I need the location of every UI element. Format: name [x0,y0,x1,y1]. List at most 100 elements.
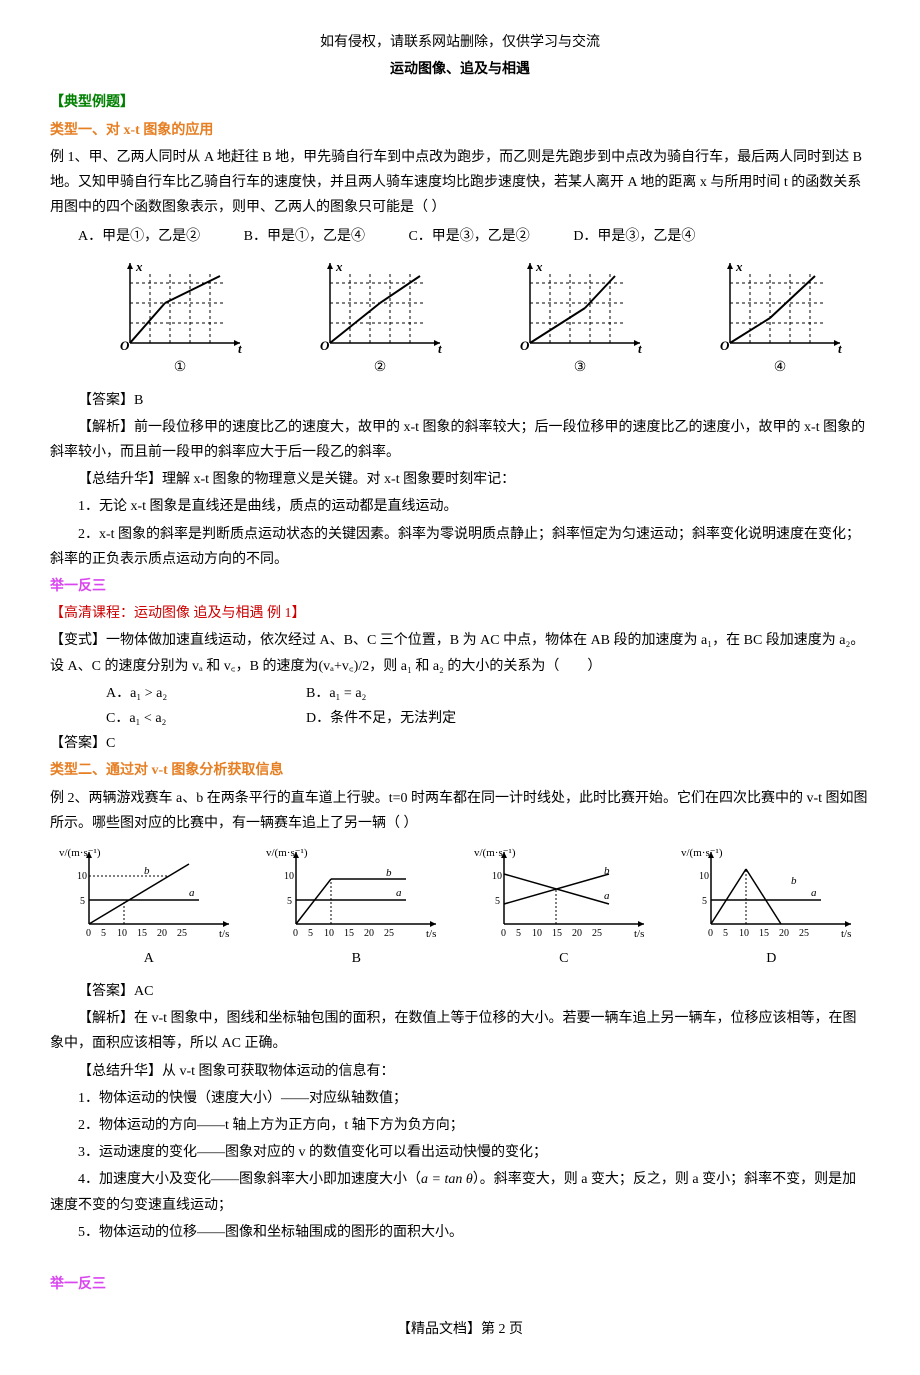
type1-options: A．甲是①，乙是② B．甲是①，乙是④ C．甲是③，乙是② D．甲是③，乙是④ [50,224,870,249]
chart-2: O x t ② [310,258,450,380]
xt-chart-2: O x t [310,258,450,353]
option-a: A．甲是①，乙是② [78,229,200,244]
svg-text:v/(m·s⁻¹): v/(m·s⁻¹) [59,847,101,859]
header-title: 运动图像、追及与相遇 [50,57,870,82]
type1-point2: 2．x-t 图象的斜率是判断质点运动状态的关键因素。斜率为零说明质点静止；斜率恒… [50,522,870,572]
svg-text:5: 5 [516,928,521,939]
svg-text:10: 10 [324,928,334,939]
svg-text:10: 10 [117,928,127,939]
vt-c-label: C [559,946,568,971]
chart-2-label: ② [374,355,387,380]
svg-text:t: t [638,341,642,353]
answer-label: 【答案】 [78,393,134,408]
option-c: C．甲是③，乙是② [408,229,529,244]
practice2-title: 举一反三 [50,1272,870,1297]
vt-chart-c: v/(m·s⁻¹) t/s 10 5 0 5 10 15 20 25 a b C [474,844,654,971]
type1-title: 类型一、对 x-t 图象的应用 [50,118,870,143]
svg-text:10: 10 [492,871,502,882]
svg-text:x: x [735,259,743,274]
svg-text:25: 25 [592,928,602,939]
vt-chart-c-svg: v/(m·s⁻¹) t/s 10 5 0 5 10 15 20 25 a b [474,844,654,944]
xt-chart-4: O x t [710,258,850,353]
svg-text:O: O [520,338,530,353]
svg-text:25: 25 [384,928,394,939]
svg-text:O: O [320,338,330,353]
svg-text:0: 0 [86,928,91,939]
svg-text:10: 10 [284,871,294,882]
option-d: D．甲是③，乙是④ [573,229,695,244]
section-examples-label: 【典型例题】 [50,90,870,115]
svg-text:a: a [396,887,402,899]
t2-analysis-label: 【解析】 [78,1011,134,1026]
type2-point3: 3．运动速度的变化——图象对应的 v 的数值变化可以看出运动快慢的变化； [50,1140,870,1165]
t2-point4-formula: a = tan θ [421,1172,473,1187]
practice1-answer: 【答案】C [50,731,870,756]
svg-text:O: O [120,338,130,353]
svg-text:0: 0 [501,928,506,939]
svg-text:t: t [438,341,442,353]
type2-summary: 【总结升华】从 v-t 图象可获取物体运动的信息有： [50,1059,870,1084]
type2-point4: 4．加速度大小及变化——图象斜率大小即加速度大小（a = tan θ）。斜率变大… [50,1167,870,1217]
course-ref: 【高清课程：运动图像 追及与相遇 例 1】 [50,601,870,626]
p1-option-d: D．条件不足，无法判定 [306,706,456,731]
svg-text:b: b [144,865,150,877]
header-notice: 如有侵权，请联系网站删除，仅供学习与交流 [50,30,870,55]
type2-point2: 2．物体运动的方向——t 轴上方为正方向，t 轴下方为负方向； [50,1113,870,1138]
analysis-label: 【解析】 [78,420,134,435]
type1-analysis: 【解析】前一段位移甲的速度比乙的速度大，故甲的 x-t 图象的斜率较大；后一段位… [50,415,870,465]
svg-text:a: a [604,890,610,902]
practice1-title: 举一反三 [50,574,870,599]
t2-analysis-text: 在 v-t 图象中，图线和坐标轴包围的面积，在数值上等于位移的大小。若要一辆车追… [50,1011,857,1051]
svg-text:0: 0 [708,928,713,939]
type2-point5: 5．物体运动的位移——图像和坐标轴围成的图形的面积大小。 [50,1220,870,1245]
svg-text:v/(m·s⁻¹): v/(m·s⁻¹) [474,847,516,859]
svg-text:20: 20 [157,928,167,939]
type2-answer: 【答案】AC [50,979,870,1004]
example2-label: 例 2、 [50,791,89,806]
footer: 【精品文档】第 2 页 [50,1317,870,1342]
p1-answer-label: 【答案】 [50,736,106,751]
svg-text:t/s: t/s [426,928,436,940]
svg-text:20: 20 [364,928,374,939]
svg-text:10: 10 [739,928,749,939]
chart-4-label: ④ [774,355,787,380]
example1-label: 例 1、 [50,150,89,165]
xt-chart-3: O x t [510,258,650,353]
vt-chart-b: v/(m·s⁻¹) t/s 10 5 0 5 10 15 20 25 a b B [266,844,446,971]
svg-text:15: 15 [344,928,354,939]
svg-text:a: a [811,887,817,899]
svg-text:10: 10 [532,928,542,939]
chart-3: O x t ③ [510,258,650,380]
svg-text:t/s: t/s [634,928,644,940]
type2-point1: 1．物体运动的快慢（速度大小）——对应纵轴数值； [50,1086,870,1111]
vt-a-label: A [144,946,154,971]
example1-text: 甲、乙两人同时从 A 地赶往 B 地，甲先骑自行车到中点改为跑步，而乙则是先跑步… [50,150,862,215]
chart-4: O x t ④ [710,258,850,380]
vt-b-label: B [352,946,361,971]
type1-example: 例 1、甲、乙两人同时从 A 地赶往 B 地，甲先骑自行车到中点改为跑步，而乙则… [50,145,870,221]
vt-chart-a-svg: v/(m·s⁻¹) t/s 10 5 0 5 10 15 20 25 a b [59,844,239,944]
svg-text:t/s: t/s [841,928,851,940]
svg-text:5: 5 [101,928,106,939]
type1-point1: 1．无论 x-t 图象是直线还是曲线，质点的运动都是直线运动。 [50,494,870,519]
vt-chart-b-svg: v/(m·s⁻¹) t/s 10 5 0 5 10 15 20 25 a b [266,844,446,944]
svg-text:25: 25 [177,928,187,939]
example2-text: 两辆游戏赛车 a、b 在两条平行的直车道上行驶。t=0 时两车都在同一计时线处，… [50,791,868,831]
variant-label: 【变式】 [50,633,106,648]
type1-charts: O x t ① O x t ② [90,258,870,380]
svg-text:20: 20 [572,928,582,939]
svg-text:5: 5 [702,896,707,907]
analysis-text: 前一段位移甲的速度比乙的速度大，故甲的 x-t 图象的斜率较大；后一段位移甲的速… [50,420,865,460]
practice1-options: A．a₁ > a₂ B．a₁ = a₂ C．a₁ < a₂ D．条件不足，无法判… [50,681,870,731]
svg-text:t/s: t/s [219,928,229,940]
vt-d-label: D [766,946,776,971]
svg-text:25: 25 [799,928,809,939]
t2-point4a: 4．加速度大小及变化——图象斜率大小即加速度大小（ [78,1172,421,1187]
svg-text:b: b [604,865,610,877]
p1-option-a: A．a₁ > a₂ [106,681,306,706]
svg-text:x: x [135,259,143,274]
p1-option-b: B．a₁ = a₂ [306,681,366,706]
vt-chart-a: v/(m·s⁻¹) t/s 10 5 0 5 10 15 20 25 a b A [59,844,239,971]
variant-text: 一物体做加速直线运动，依次经过 A、B、C 三个位置，B 为 AC 中点，物体在… [50,633,864,673]
svg-text:15: 15 [552,928,562,939]
